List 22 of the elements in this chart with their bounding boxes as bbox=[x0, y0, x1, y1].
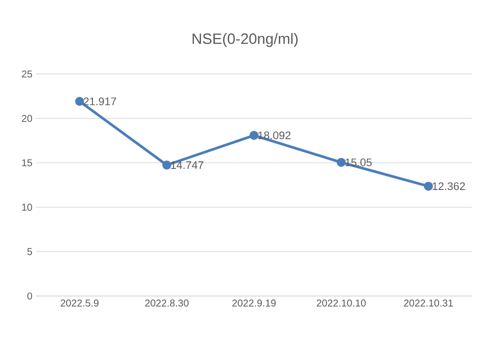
y-tick-label: 5 bbox=[27, 248, 32, 256]
data-label: 14.747 bbox=[171, 161, 204, 169]
chart-title: NSE(0-20ng/ml) bbox=[192, 33, 298, 47]
y-tick-label: 20 bbox=[22, 114, 32, 122]
x-tick-label: 2022.10.31 bbox=[404, 300, 453, 307]
y-tick-label: 25 bbox=[22, 70, 32, 78]
point bbox=[162, 160, 172, 170]
x-tick-label: 2022.8.30 bbox=[145, 300, 189, 307]
x-tick-label: 2022.5.9 bbox=[60, 300, 99, 307]
data-label: 15.05 bbox=[346, 158, 372, 166]
data-label: 12.362 bbox=[432, 182, 465, 190]
point bbox=[336, 158, 346, 167]
x-tick-label: 2022.9.19 bbox=[232, 300, 276, 307]
data-label: 21.917 bbox=[84, 98, 116, 106]
point bbox=[250, 130, 259, 140]
x-tick-label: 2022.10.10 bbox=[316, 300, 366, 307]
point bbox=[75, 96, 84, 106]
y-tick-label: 10 bbox=[22, 204, 32, 211]
point bbox=[424, 182, 433, 191]
y-tick-label: 15 bbox=[22, 159, 32, 166]
data-label: 18.092 bbox=[258, 131, 290, 140]
y-tick-label: 0 bbox=[27, 292, 32, 300]
